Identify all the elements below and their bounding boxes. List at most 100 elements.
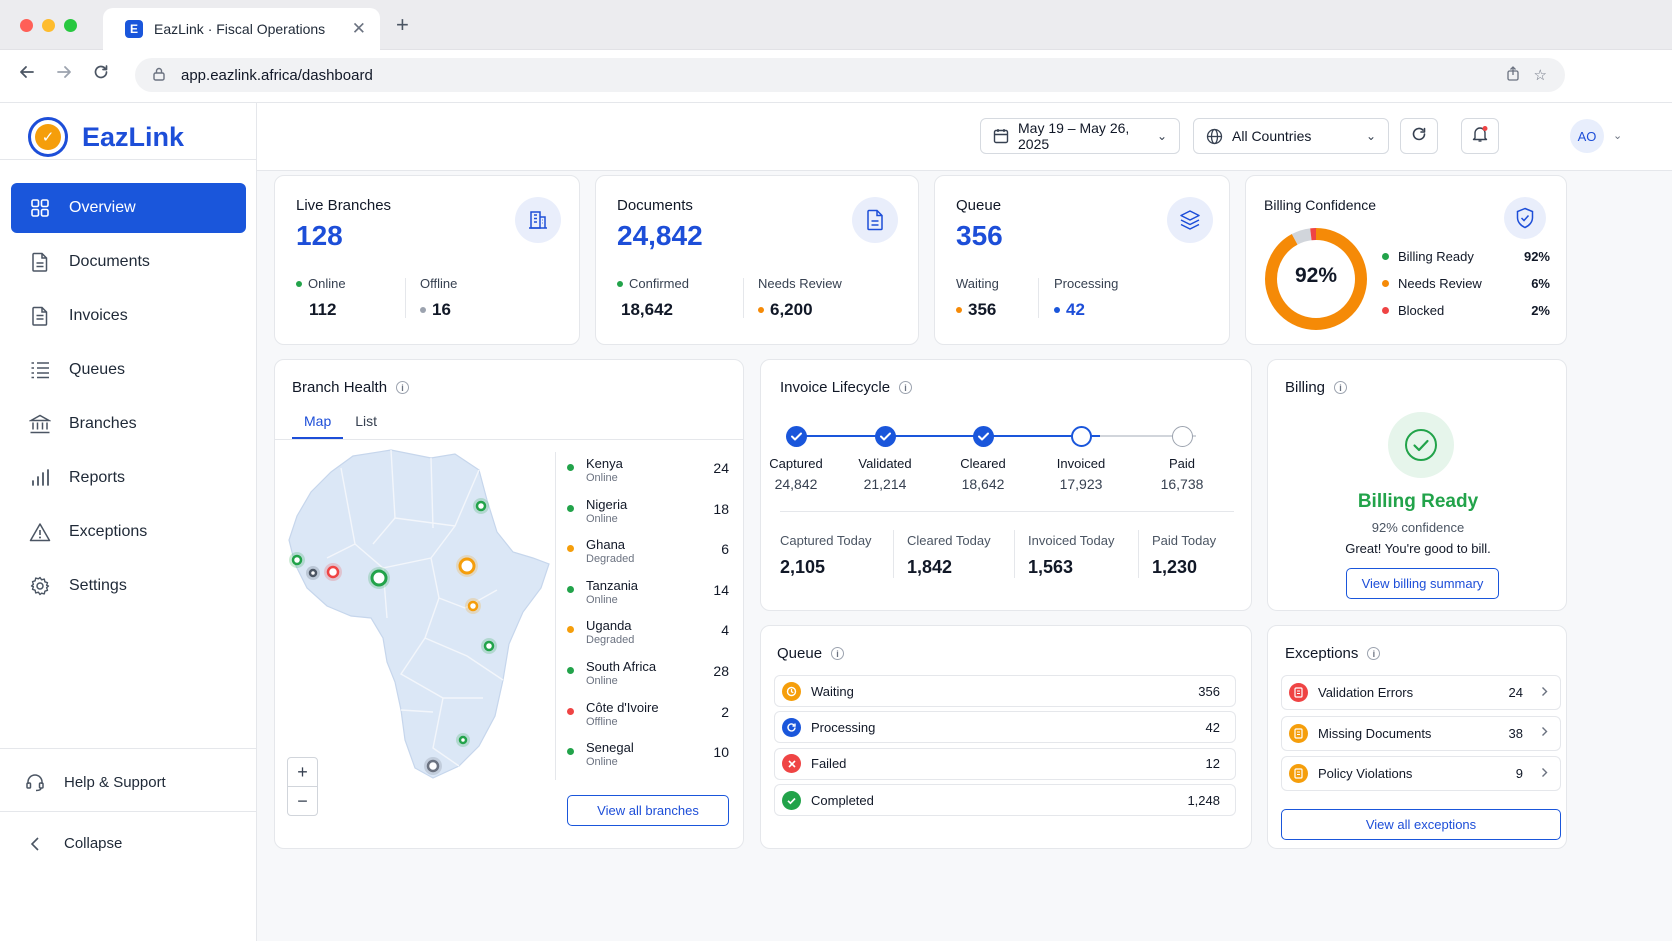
view-billing-summary-button[interactable]: View billing summary <box>1346 568 1499 599</box>
reload-icon[interactable] <box>92 63 110 86</box>
map-markers <box>289 498 497 775</box>
zoom-in-button[interactable]: + <box>287 757 318 787</box>
exception-row-validation-errors[interactable]: Validation Errors 24 <box>1281 675 1561 710</box>
senegal-coast-marker[interactable] <box>291 554 303 566</box>
step-captured-indicator <box>786 426 807 447</box>
branch-list-item[interactable]: Tanzania Online 14 <box>567 576 729 616</box>
ghana-marker[interactable] <box>458 557 476 575</box>
browser-tab[interactable]: E EazLink · Fiscal Operations ✕ <box>103 8 380 50</box>
url-text: app.eazlink.africa/dashboard <box>181 66 373 84</box>
bookmark-star-icon[interactable]: ☆ <box>1533 67 1547 84</box>
chevron-down-icon[interactable]: ⌄ <box>1613 130 1623 142</box>
zoom-out-button[interactable]: − <box>287 786 318 816</box>
queue-panel: Queue i Waiting 356 Processing 42 Failed 12 Com… <box>760 625 1252 849</box>
new-tab-icon[interactable]: + <box>396 12 409 37</box>
forward-icon[interactable] <box>55 63 73 86</box>
tab-list[interactable]: List <box>355 413 378 429</box>
senegal-marker[interactable] <box>308 568 318 578</box>
avatar[interactable]: AO <box>1570 119 1604 153</box>
sidebar-item-reports[interactable]: Reports <box>11 453 246 503</box>
tanzania-marker[interactable] <box>483 640 495 652</box>
sidebar-item-invoices[interactable]: Invoices <box>11 291 246 341</box>
step-label: Cleared <box>960 456 1006 471</box>
sidebar-item-exceptions[interactable]: Exceptions <box>11 507 246 557</box>
brand-logo[interactable]: ✓ EazLink <box>28 117 184 157</box>
step-value: 21,214 <box>863 476 907 492</box>
logo-mark-icon: ✓ <box>28 117 68 157</box>
branch-list-item[interactable]: Senegal Online 10 <box>567 738 729 778</box>
sidebar-item-branches[interactable]: Branches <box>11 399 246 449</box>
processing-value: 42 <box>1054 300 1085 320</box>
south-africa-marker[interactable] <box>426 759 440 773</box>
exception-row-policy-violations[interactable]: Policy Violations 9 <box>1281 756 1561 791</box>
date-range-picker[interactable]: May 19 – May 26, 2025 ⌄ <box>980 118 1180 154</box>
check-icon <box>791 432 802 441</box>
exception-row-missing-documents[interactable]: Missing Documents 38 <box>1281 715 1561 751</box>
country-select[interactable]: All Countries ⌄ <box>1193 118 1389 154</box>
cote-divoire-marker[interactable] <box>326 565 340 579</box>
branch-name: South Africa <box>586 659 657 674</box>
kenya-marker[interactable] <box>475 500 487 512</box>
queue-row-waiting[interactable]: Waiting 356 <box>774 675 1236 707</box>
nigeria-marker[interactable] <box>370 569 388 587</box>
status-dot <box>567 585 574 593</box>
branch-list-item[interactable]: Côte d'Ivoire Offline 2 <box>567 698 729 738</box>
window-controls <box>20 19 77 32</box>
panel-title: Branch Health i <box>292 379 410 396</box>
branch-count: 14 <box>713 581 729 598</box>
branch-list-item[interactable]: Kenya Online 24 <box>567 454 729 494</box>
step-value: 24,842 <box>774 476 818 492</box>
step-value: 18,642 <box>961 476 1005 492</box>
offline-label: Offline <box>420 276 458 291</box>
notifications-button[interactable] <box>1461 118 1499 154</box>
close-tab-icon[interactable]: ✕ <box>351 19 366 38</box>
sidebar-item-overview[interactable]: Overview <box>11 183 246 233</box>
collapse-button[interactable]: Collapse <box>24 835 122 852</box>
kpi-value: 128 <box>296 220 343 251</box>
branch-name: Uganda <box>586 618 632 634</box>
sidebar-item-queues[interactable]: Queues <box>11 345 246 395</box>
tab-map[interactable]: Map <box>292 413 344 439</box>
info-icon: i <box>899 381 913 394</box>
branch-list-item[interactable]: Nigeria Online 18 <box>567 495 729 535</box>
queue-row-failed[interactable]: Failed 12 <box>774 747 1236 780</box>
minimize-window-button[interactable] <box>42 19 55 32</box>
sidebar-item-documents[interactable]: Documents <box>11 237 246 287</box>
top-toolbar: May 19 – May 26, 2025 ⌄ All Countries ⌄ … <box>257 103 1672 171</box>
info-icon: i <box>1334 381 1348 394</box>
chevron-right-icon <box>1541 767 1548 781</box>
billing-panel: Billing i Billing Ready 92% confidence Gr… <box>1267 359 1567 611</box>
sidebar-item-label: Settings <box>69 577 127 594</box>
today-label: Cleared Today <box>907 533 991 548</box>
help-support-link[interactable]: Help & Support <box>24 772 166 792</box>
check-icon <box>978 432 989 441</box>
zambia-marker[interactable] <box>458 735 468 745</box>
branch-name: Ghana <box>586 537 626 553</box>
branch-list-item[interactable]: Ghana Degraded 6 <box>567 535 729 575</box>
step-label: Invoiced <box>1056 456 1106 471</box>
branch-name: Tanzania <box>586 577 639 593</box>
view-all-branches-button[interactable]: View all branches <box>567 795 729 826</box>
queue-list-icon <box>29 359 51 381</box>
online-value: 112 <box>309 300 337 319</box>
close-window-button[interactable] <box>20 19 33 32</box>
branch-list-item[interactable]: Uganda Degraded 4 <box>567 616 729 656</box>
country-value: All Countries <box>1232 128 1312 144</box>
africa-map[interactable] <box>283 448 555 783</box>
refresh-button[interactable] <box>1400 118 1438 154</box>
view-all-exceptions-button[interactable]: View all exceptions <box>1281 809 1561 840</box>
queue-row-completed[interactable]: Completed 1,248 <box>774 784 1236 817</box>
step-paid-indicator <box>1172 426 1193 447</box>
queue-row-processing[interactable]: Processing 42 <box>774 711 1236 744</box>
uganda-marker[interactable] <box>467 600 479 612</box>
main-content: May 19 – May 26, 2025 ⌄ All Countries ⌄ … <box>257 103 1672 941</box>
sidebar-item-settings[interactable]: Settings <box>11 561 246 611</box>
headset-icon <box>24 772 46 792</box>
branch-list-item[interactable]: South Africa Online 28 <box>567 657 729 697</box>
url-field[interactable]: app.eazlink.africa/dashboard ☆ <box>135 58 1565 92</box>
maximize-window-button[interactable] <box>64 19 77 32</box>
waiting-label: Waiting <box>956 276 999 291</box>
back-icon[interactable] <box>18 63 36 86</box>
today-value: 1,563 <box>1028 557 1074 577</box>
share-icon[interactable] <box>1506 65 1520 85</box>
